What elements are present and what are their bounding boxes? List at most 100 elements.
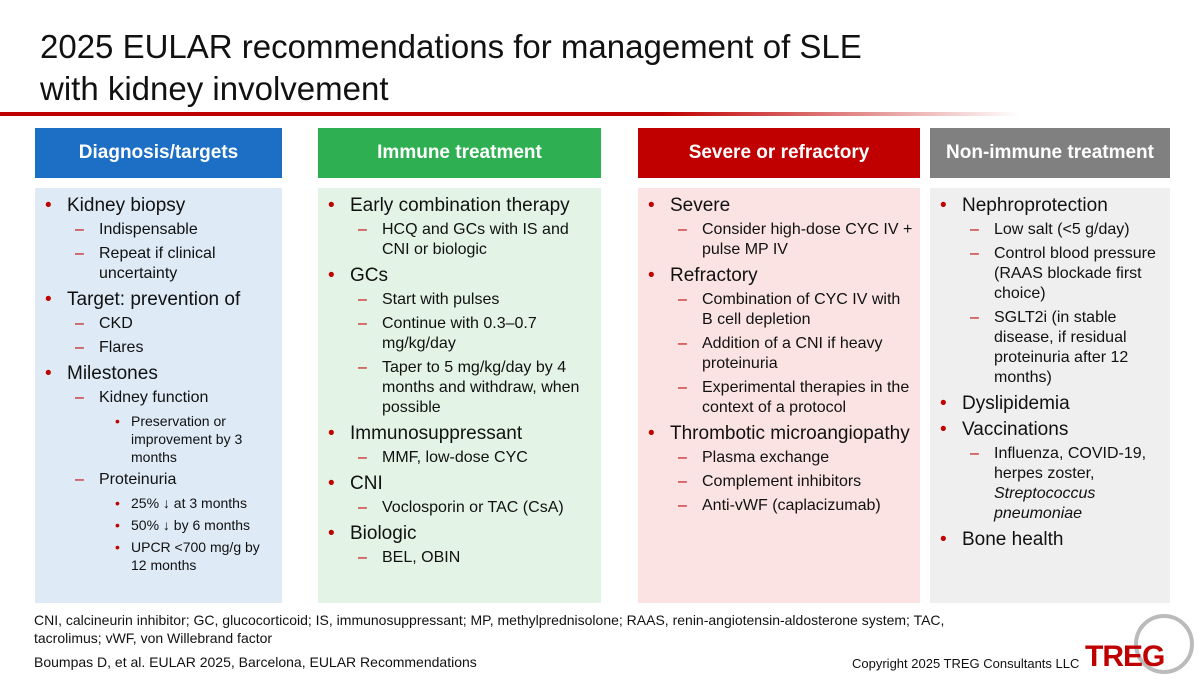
sub-bullet: Low salt (<5 g/day) [938, 220, 1164, 240]
column-header: Diagnosis/targets [35, 128, 282, 178]
logo: TREG [1085, 640, 1165, 673]
item-italic: Streptococcus pneumoniae [994, 485, 1096, 522]
column-body: Nephroprotection Low salt (<5 g/day) Contr… [930, 188, 1170, 603]
sub-bullet: Addition of a CNI if heavy proteinuria [646, 334, 914, 374]
item-text: Start with pulses [382, 291, 500, 308]
item-text: Continue with 0.3–0.7 mg/kg/day [382, 315, 537, 352]
bullet: Refractory [646, 264, 914, 287]
item-text: Biologic [350, 523, 417, 544]
title-rule [0, 112, 1020, 116]
bullet: Early combination therapy [326, 194, 595, 217]
item-text: Experimental therapies in the context of… [702, 379, 910, 416]
sub-bullet: Start with pulses [326, 290, 595, 310]
item-text: Refractory [670, 265, 758, 286]
column-body: Severe Consider high-dose CYC IV + pulse … [638, 188, 920, 603]
item-text: CKD [99, 315, 133, 332]
sub-bullet: Indispensable [43, 220, 276, 240]
sub-bullet: BEL, OBIN [326, 548, 595, 568]
item-text: MMF, low-dose CYC [382, 449, 528, 466]
sub-bullet: Plasma exchange [646, 448, 914, 468]
bullet: Target: prevention of [43, 288, 276, 311]
item-text: GCs [350, 265, 388, 286]
bullet: Thrombotic microangiopathy [646, 422, 914, 445]
item-text: Addition of a CNI if heavy proteinuria [702, 335, 883, 372]
sub-sub-bullet: 25% ↓ at 3 months [43, 494, 276, 512]
sub-sub-bullet: Preservation or improvement by 3 months [43, 412, 276, 466]
item-text: Kidney biopsy [67, 195, 186, 216]
item-text: Nephroprotection [962, 195, 1108, 216]
slide-title: 2025 EULAR recommendations for managemen… [40, 28, 862, 107]
sub-bullet: SGLT2i (in stable disease, if residual p… [938, 308, 1164, 388]
sub-bullet: CKD [43, 314, 276, 334]
item-text: Preservation or improvement by 3 months [131, 413, 243, 465]
item-text: Bone health [962, 529, 1064, 550]
item-text: Milestones [67, 363, 158, 384]
sub-bullet: Anti-vWF (caplacizumab) [646, 496, 914, 516]
sub-bullet: Combination of CYC IV with B cell deplet… [646, 290, 914, 330]
item-text: Taper to 5 mg/kg/day by 4 months and wit… [382, 359, 580, 416]
item-text: Indispensable [99, 221, 198, 238]
sub-bullet: Repeat if clinical uncertainty [43, 244, 276, 284]
item-text: Severe [670, 195, 731, 216]
copyright: Copyright 2025 TREG Consultants LLC [852, 656, 1080, 671]
bullet: Kidney biopsy [43, 194, 276, 217]
sub-bullet: Continue with 0.3–0.7 mg/kg/day [326, 314, 595, 354]
item-text: Target: prevention of [67, 289, 241, 310]
bullet: Dyslipidemia [938, 392, 1164, 415]
sub-bullet: Flares [43, 338, 276, 358]
item-text: Voclosporin or TAC (CsA) [382, 499, 564, 516]
bullet: Bone health [938, 528, 1164, 551]
item-text: 25% ↓ at 3 months [131, 495, 247, 511]
sub-bullet: Proteinuria [43, 470, 276, 490]
item-text: CNI [350, 473, 383, 494]
sub-bullet: Control blood pressure (RAAS blockade fi… [938, 244, 1164, 304]
sub-sub-bullet: 50% ↓ by 6 months [43, 516, 276, 534]
logo-ring [1134, 614, 1194, 674]
sub-bullet: Influenza, COVID-19, herpes zoster, Stre… [938, 444, 1164, 524]
column-header: Non-immune treatment [930, 128, 1170, 178]
citation: Boumpas D, et al. EULAR 2025, Barcelona,… [34, 654, 477, 670]
column-body: Kidney biopsy Indispensable Repeat if clin… [35, 188, 282, 603]
sub-bullet: Complement inhibitors [646, 472, 914, 492]
item-text: Kidney function [99, 389, 209, 406]
bullet: Severe [646, 194, 914, 217]
bullet: Biologic [326, 522, 595, 545]
item-text: Influenza, COVID-19, herpes zoster, [994, 445, 1147, 482]
sub-bullet: Kidney function [43, 388, 276, 408]
item-text: UPCR <700 mg/g by 12 months [131, 539, 260, 573]
item-text: 50% ↓ by 6 months [131, 517, 251, 533]
sub-bullet: Taper to 5 mg/kg/day by 4 months and wit… [326, 358, 595, 418]
item-text: Thrombotic microangiopathy [670, 423, 910, 444]
item-text: Combination of CYC IV with B cell deplet… [702, 291, 901, 328]
bullet: Immunosuppressant [326, 422, 595, 445]
item-text: BEL, OBIN [382, 549, 461, 566]
item-text: Complement inhibitors [702, 473, 862, 490]
item-text: Anti-vWF (caplacizumab) [702, 497, 881, 514]
column-header: Immune treatment [318, 128, 601, 178]
item-text: Flares [99, 339, 144, 356]
sub-sub-bullet: UPCR <700 mg/g by 12 months [43, 538, 276, 574]
item-text: Dyslipidemia [962, 393, 1070, 414]
column-body: Early combination therapy HCQ and GCs wit… [318, 188, 601, 603]
sub-bullet: HCQ and GCs with IS and CNI or biologic [326, 220, 595, 260]
item-text: Low salt (<5 g/day) [994, 221, 1130, 238]
item-text: Control blood pressure (RAAS blockade fi… [994, 245, 1156, 302]
sub-bullet: Experimental therapies in the context of… [646, 378, 914, 418]
sub-bullet: Voclosporin or TAC (CsA) [326, 498, 595, 518]
item-text: HCQ and GCs with IS and CNI or biologic [382, 221, 569, 258]
footnote: CNI, calcineurin inhibitor; GC, glucocor… [34, 612, 945, 646]
bullet: Milestones [43, 362, 276, 385]
sub-bullet: MMF, low-dose CYC [326, 448, 595, 468]
column-header: Severe or refractory [638, 128, 920, 178]
item-text: Vaccinations [962, 419, 1069, 440]
item-text: Repeat if clinical uncertainty [99, 245, 216, 282]
item-text: Consider high-dose CYC IV + pulse MP IV [702, 221, 913, 258]
bullet: Nephroprotection [938, 194, 1164, 217]
item-text: SGLT2i (in stable disease, if residual p… [994, 309, 1129, 386]
bullet: GCs [326, 264, 595, 287]
item-text: Immunosuppressant [350, 423, 523, 444]
item-text: Early combination therapy [350, 195, 570, 216]
item-text: Proteinuria [99, 471, 177, 488]
bullet: CNI [326, 472, 595, 495]
